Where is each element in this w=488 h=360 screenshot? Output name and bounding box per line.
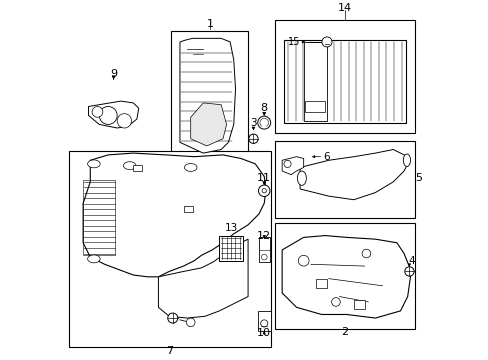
Circle shape — [186, 318, 195, 327]
Bar — [69, 151, 271, 347]
Circle shape — [167, 313, 178, 323]
Ellipse shape — [123, 162, 136, 170]
Text: 7: 7 — [165, 346, 172, 356]
Circle shape — [284, 160, 290, 167]
Polygon shape — [282, 235, 410, 318]
Text: 8: 8 — [260, 103, 267, 113]
Bar — [274, 21, 414, 134]
Text: 13: 13 — [224, 224, 237, 233]
Polygon shape — [190, 103, 226, 146]
Text: 3: 3 — [250, 118, 256, 128]
Bar — [305, 101, 325, 112]
Bar — [303, 42, 326, 121]
Polygon shape — [180, 39, 235, 153]
Text: 15: 15 — [287, 37, 300, 47]
Circle shape — [262, 189, 266, 193]
Ellipse shape — [297, 171, 306, 185]
Bar — [183, 206, 192, 212]
Circle shape — [261, 254, 266, 260]
Text: 14: 14 — [337, 3, 351, 13]
Polygon shape — [158, 239, 247, 318]
Text: 4: 4 — [407, 256, 414, 266]
Bar — [274, 140, 414, 218]
Ellipse shape — [403, 154, 410, 167]
Polygon shape — [83, 153, 265, 277]
Text: 11: 11 — [257, 173, 271, 183]
Text: 5: 5 — [414, 173, 421, 183]
Bar — [257, 311, 270, 330]
Text: 2: 2 — [341, 327, 348, 337]
Circle shape — [248, 134, 258, 143]
Bar — [274, 223, 414, 329]
Polygon shape — [88, 101, 139, 128]
Bar — [219, 235, 242, 261]
Bar — [171, 31, 247, 160]
Bar — [83, 180, 115, 255]
Circle shape — [321, 37, 331, 47]
Bar — [284, 40, 405, 123]
Text: 6: 6 — [323, 152, 329, 162]
Circle shape — [92, 107, 102, 117]
Bar — [316, 279, 326, 288]
Circle shape — [362, 249, 370, 258]
Bar — [353, 300, 364, 309]
Text: 1: 1 — [206, 19, 213, 29]
Polygon shape — [300, 149, 407, 200]
Text: 12: 12 — [257, 231, 271, 240]
Circle shape — [99, 107, 117, 125]
Bar — [258, 237, 269, 262]
Ellipse shape — [87, 255, 100, 263]
Polygon shape — [282, 157, 303, 175]
Circle shape — [298, 255, 308, 266]
Circle shape — [117, 114, 131, 128]
Circle shape — [260, 320, 267, 327]
Circle shape — [404, 267, 413, 276]
Ellipse shape — [184, 163, 197, 171]
Ellipse shape — [87, 160, 100, 168]
Text: 10: 10 — [257, 328, 271, 338]
Circle shape — [331, 298, 340, 306]
Bar — [133, 165, 142, 171]
Text: 9: 9 — [110, 69, 117, 79]
Circle shape — [257, 116, 270, 129]
Circle shape — [258, 185, 269, 197]
